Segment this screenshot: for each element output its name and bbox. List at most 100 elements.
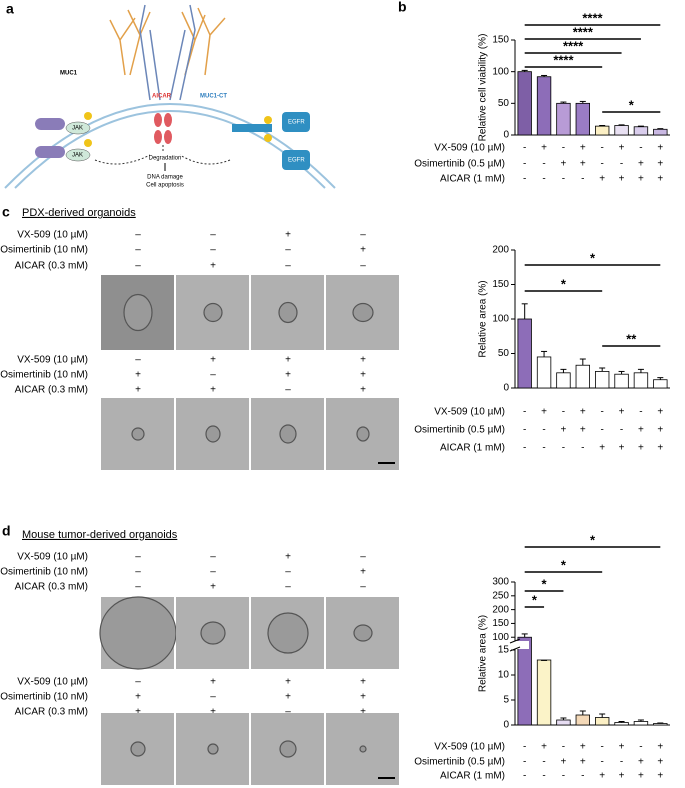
condition-label: Osimertinib (10 nM) [0,370,88,381]
condition-mark: + [580,425,586,436]
condition-mark: - [523,443,526,454]
label: EGFR [288,120,305,126]
bar [575,102,590,136]
bar [536,659,552,726]
condition-mark: + [541,742,547,753]
condition-mark: - [523,407,526,418]
condition-mark: - [620,757,623,768]
condition-mark: - [601,407,604,418]
organoid [200,621,226,645]
significance-label: **** [563,38,584,53]
jak-receptors [35,112,92,162]
condition-mark: + [541,143,547,154]
condition-mark: – [135,245,141,256]
condition-mark: + [561,425,567,436]
panel-title: Mouse tumor-derived organoids [22,529,178,541]
condition-label: VX-509 (10 µM) [17,355,88,366]
condition-mark: + [657,159,663,170]
y-tick-label: 200 [492,604,509,615]
condition-label: Osimertinib (0.5 µM) [414,425,505,436]
significance-label: **** [573,24,594,39]
condition-mark: - [562,174,565,185]
bar [536,76,552,136]
y-axis-label: Relative area (%) [478,280,489,357]
bar [556,102,571,136]
organoid [99,596,177,670]
organoid [278,301,298,324]
y-tick-label: 0 [503,130,509,141]
condition-mark: + [360,692,366,703]
condition-mark: - [601,425,604,436]
condition-mark: + [638,443,644,454]
organoid [352,302,374,323]
condition-mark: + [285,370,291,381]
condition-mark: - [523,143,526,154]
y-tick-label: 100 [492,314,509,325]
condition-mark: - [620,159,623,170]
bar [653,128,668,136]
condition-mark: - [562,407,565,418]
condition-mark: + [619,771,625,782]
condition-mark: + [360,355,366,366]
condition-mark: + [285,692,291,703]
condition-mark: + [657,174,663,185]
condition-label: Osimertinib (10 nM) [0,692,88,703]
label: DNA damage [147,175,183,181]
y-tick-label: 150 [492,35,509,46]
panel-title: PDX-derived organoids [22,207,136,219]
significance-label: * [590,532,596,547]
condition-mark: + [285,230,291,241]
condition-mark: – [135,355,141,366]
condition-mark: + [638,174,644,185]
significance-label: * [561,276,567,291]
significance-label: * [590,250,596,265]
condition-mark: - [562,742,565,753]
break-mark [509,646,521,652]
condition-mark: + [285,355,291,366]
panel-letter: a [6,1,14,17]
organoid [279,740,297,758]
label: JAK [72,126,83,132]
condition-label: AICAR (0.3 mM) [15,582,88,593]
condition-mark: + [360,677,366,688]
condition-mark: + [619,443,625,454]
bar [633,372,649,389]
organoid [353,624,373,642]
condition-mark: - [523,757,526,768]
y-tick-label: 50 [498,348,510,359]
condition-mark: – [135,567,141,578]
condition-mark: + [580,159,586,170]
condition-mark: - [601,742,604,753]
label: JAK [72,153,83,159]
condition-mark: - [601,757,604,768]
condition-mark: + [541,407,547,418]
condition-mark: + [135,692,141,703]
condition-mark: - [562,771,565,782]
significance-label: * [561,557,567,572]
bar [556,372,571,389]
condition-mark: – [135,552,141,563]
condition-mark: + [599,771,605,782]
organoid [131,427,145,441]
condition-mark: - [581,771,584,782]
condition-mark: + [285,677,291,688]
condition-mark: – [210,567,216,578]
bar [633,721,649,726]
condition-mark: - [639,143,642,154]
significance-label: **** [553,52,574,67]
muc1-glycans [109,7,226,76]
break-mark [509,638,521,644]
condition-mark: + [619,742,625,753]
condition-label: VX-509 (10 µM) [434,143,505,154]
condition-mark: + [619,143,625,154]
y-tick-label: 5 [503,695,509,706]
y-tick-label: 0 [503,383,509,394]
y-tick-label: 300 [492,577,509,588]
bar [614,125,629,136]
condition-mark: + [580,757,586,768]
condition-label: VX-509 (10 µM) [17,552,88,563]
condition-mark: + [135,707,141,718]
bar [633,126,649,136]
condition-mark: - [523,771,526,782]
condition-mark: + [638,159,644,170]
